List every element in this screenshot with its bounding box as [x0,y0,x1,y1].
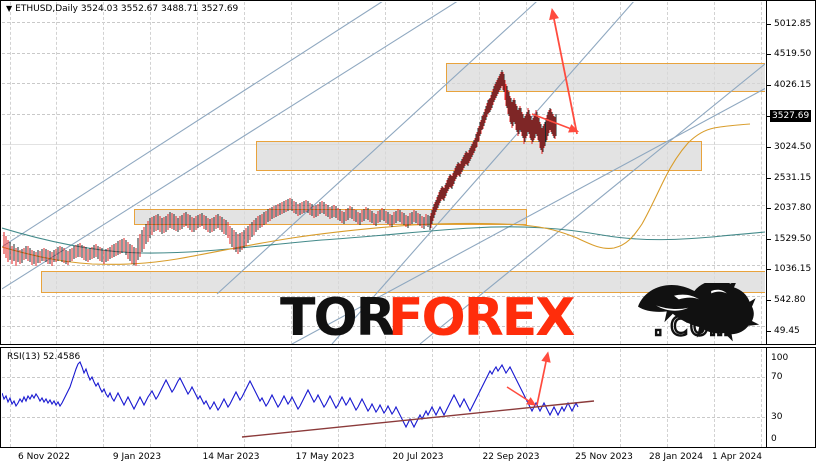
price-axis-divider [766,1,767,344]
gridline-h [2,114,765,115]
rsi-header-label: RSI(13) 52.4586 [7,352,81,362]
x-label: 9 Jan 2023 [112,452,162,462]
gridline-v [432,2,433,344]
y-label: 1529.50 [774,234,812,244]
x-label: 25 Nov 2023 [575,452,633,462]
rsi-plot-area[interactable] [2,349,765,447]
y-label: 2531.15 [774,173,812,183]
x-axis[interactable]: 6 Nov 2022 9 Jan 2023 14 Mar 2023 17 May… [0,448,816,472]
x-label: 28 Jan 2024 [649,452,703,462]
gridline-h [2,53,765,54]
gridline-h [2,265,765,266]
y-label: 1036.15 [774,264,812,274]
gridline-h [2,296,765,297]
gridline-v [479,2,480,344]
x-label: 14 Mar 2023 [202,452,260,462]
gridline-v [573,2,574,344]
gridline-h [2,83,765,84]
channel-line-2 [216,2,537,295]
ma-fast-line [2,123,751,265]
gridline-v [714,2,715,344]
x-label: 22 Sep 2023 [482,452,540,462]
y-label: 49.45 [774,326,800,336]
y-label: 4519.50 [774,49,812,59]
rsi-level-label: 100 [771,353,789,363]
gridline-v [338,2,339,344]
gridline-v [291,2,292,344]
x-label: 6 Nov 2022 [18,452,70,462]
candlestick-series [3,70,557,266]
channel-line-5 [291,87,765,344]
y-label: 2037.80 [774,203,812,213]
last-price-label: 3527.69 [770,110,812,122]
rsi-axis-divider [766,348,767,447]
channel-line-4 [419,63,765,344]
price-chart-panel[interactable]: TOR FOREX .com 5012.85 4519.50 [0,0,816,345]
gridline-v [56,2,57,344]
symbol-header-text: ETHUSD,Daily 3524.03 3552.67 3488.71 352… [15,4,239,14]
channel-line-aux [2,2,383,248]
gridline-v [385,2,386,344]
gridline-v [10,2,11,344]
supply-zone-mid [256,141,702,171]
y-label: 542.80 [774,295,806,305]
price-plot-area[interactable]: TOR FOREX .com [2,2,765,344]
rsi-level-70-line [2,377,765,378]
rsi-line [2,361,579,429]
trendlines-overlay [2,2,765,344]
rsi-ascending-trendline [241,400,595,438]
gridline-v [150,2,151,344]
y-label: 5012.85 [774,19,812,29]
gridline-v [103,2,104,344]
forecast-down-arrow [531,113,580,133]
rsi-level-30-line [2,417,765,418]
forecast-up-arrow [549,7,578,135]
gridline-v [761,2,762,344]
gridline-v [197,2,198,344]
gridline-v [526,2,527,344]
x-label: 1 Apr 2024 [712,452,762,462]
rsi-forecast-up-arrow [536,351,551,406]
rsi-indicator-panel[interactable]: 100 70 30 0 RSI(13) 52.4586 [0,347,816,448]
y-label: 3024.50 [774,142,812,152]
rsi-series-overlay [2,351,595,438]
x-label: 20 Jul 2023 [392,452,444,462]
symbol-header[interactable]: ▼ ETHUSD,Daily 3524.03 3552.67 3488.71 35… [6,4,238,14]
demand-zone-bottom [41,271,765,293]
rsi-level-label: 70 [771,372,783,382]
x-label: 17 May 2023 [295,452,355,462]
gridline-h [2,22,765,23]
gridline-h [2,174,765,175]
rsi-forecast-down-arrow [506,386,537,406]
rsi-level-label: 30 [771,412,783,422]
collapse-icon[interactable]: ▼ [6,4,13,13]
gridline-h [2,326,765,327]
channel-line-3 [331,2,634,344]
gridline-h [2,205,765,206]
gridline-v [620,2,621,344]
gridline-v [244,2,245,344]
ma-slow-line [2,226,765,254]
y-label: 4026.15 [774,80,812,90]
rsi-level-label: 0 [771,434,777,444]
price-forecast-arrows [531,7,580,135]
channel-line-upper [2,2,458,290]
